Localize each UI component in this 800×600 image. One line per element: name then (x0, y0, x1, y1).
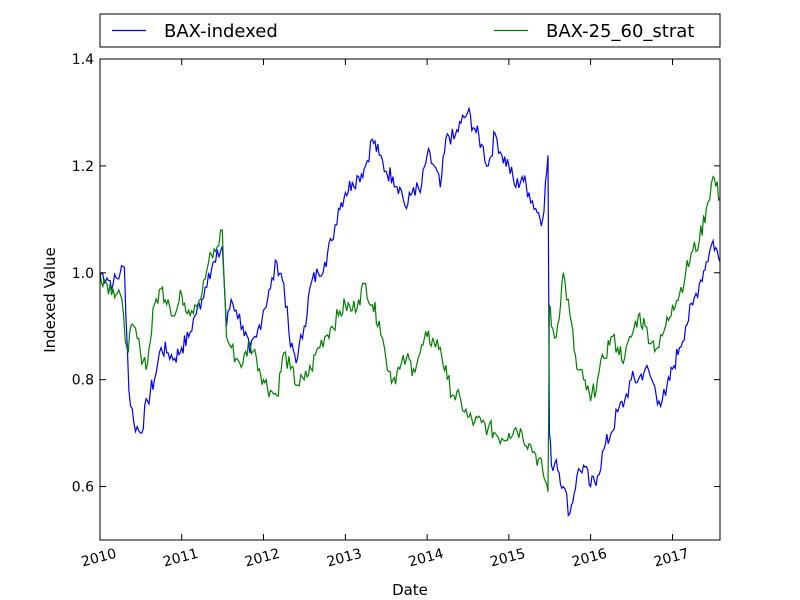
y-axis-label: Indexed Value (41, 247, 59, 353)
y-tick-label: 1.2 (72, 159, 94, 175)
y-tick-label: 1.0 (72, 266, 94, 282)
legend-label-bax-25-60-strat: BAX-25_60_strat (546, 21, 694, 42)
series-layer (100, 106, 720, 517)
legend-box (99, 13, 721, 48)
x-axis-label: Date (392, 581, 428, 599)
y-axis-ticks: 0.6 0.8 1.0 1.2 1.4 (72, 52, 720, 496)
y-tick-label: 0.8 (72, 373, 94, 389)
y-tick-label: 0.6 (72, 480, 94, 496)
legend: BAX-indexed BAX-25_60_strat (99, 13, 721, 48)
series-line-bax-indexed (100, 106, 720, 517)
plot-area-frame (99, 58, 721, 541)
series-line-bax-25-60-strat (100, 175, 720, 492)
y-tick-label: 1.4 (72, 52, 94, 68)
legend-label-bax-indexed: BAX-indexed (164, 21, 278, 42)
